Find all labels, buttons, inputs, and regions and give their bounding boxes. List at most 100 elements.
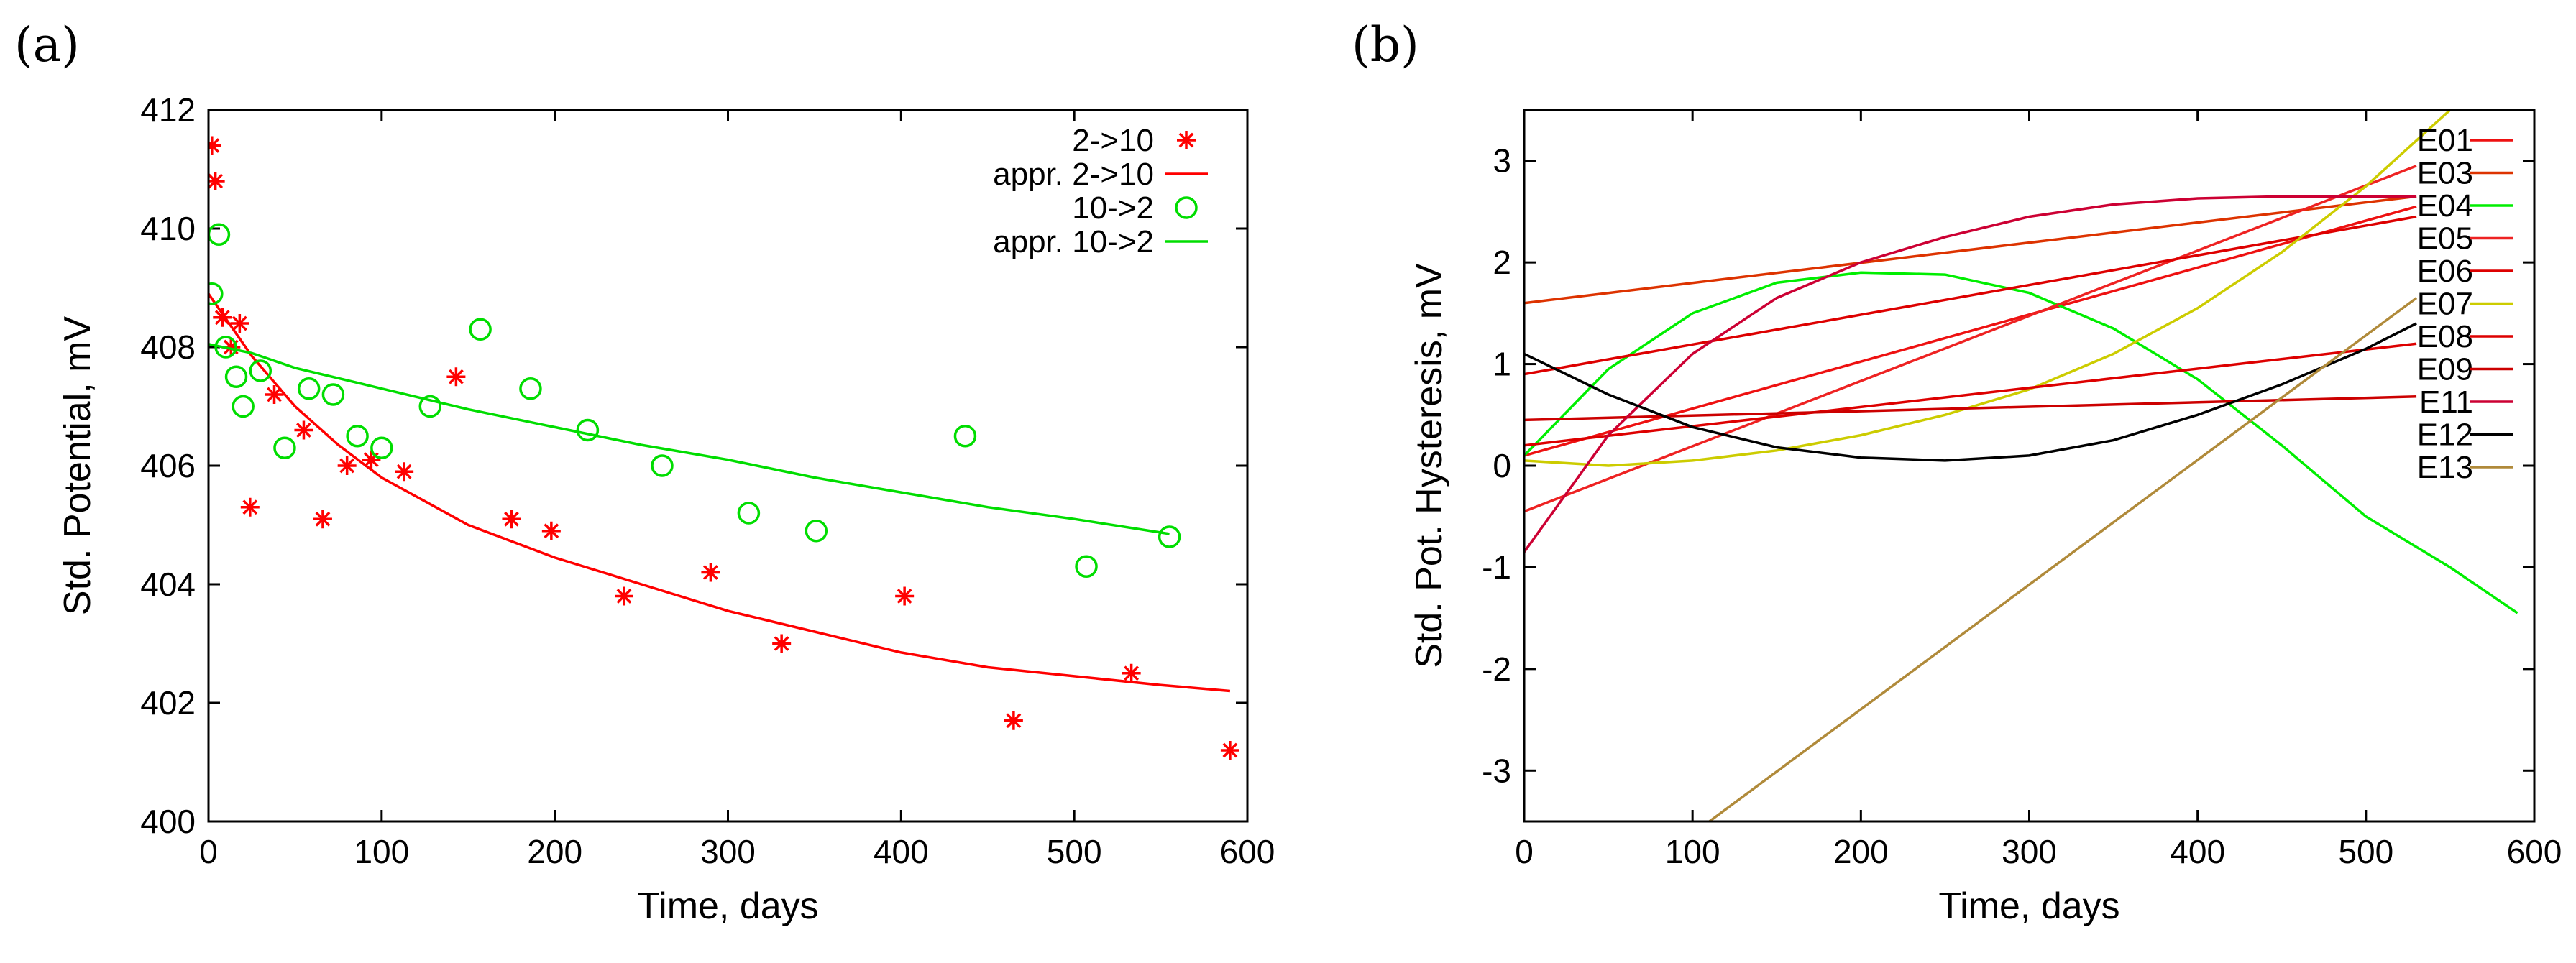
plot-frame [1523, 109, 2536, 823]
legend-label: E13 [2417, 450, 2473, 485]
legend-label: appr. 10->2 [993, 224, 1154, 259]
legend-label: 10->2 [1072, 190, 1154, 226]
legend-label: E07 [2417, 287, 2473, 322]
panel-label: (a) [14, 17, 80, 73]
y-tick-label: 0 [1493, 447, 1511, 484]
legend-label: E04 [2417, 188, 2473, 224]
x-tick-label: 400 [2170, 833, 2225, 870]
data-point-circle [1075, 555, 1098, 578]
star-stroke [1006, 713, 1022, 729]
y-axis-label: Std. Potential, mV [57, 316, 98, 616]
data-point-star [615, 586, 633, 606]
series-line-E11 [1524, 195, 2417, 553]
star-stroke [544, 523, 559, 539]
data-point-star [446, 367, 466, 387]
series-line-E05 [1524, 165, 2417, 513]
x-axis-label: Time, days [637, 885, 818, 927]
data-point-star [772, 634, 792, 653]
legend-label: E09 [2417, 352, 2473, 387]
series-line-E13 [1708, 297, 2418, 821]
data-point-circle [297, 377, 321, 400]
x-tick-label: 200 [1833, 833, 1889, 870]
y-tick-label: -2 [1482, 650, 1511, 688]
data-point-circle [232, 395, 255, 418]
star-stroke [267, 387, 282, 402]
star-stroke [339, 458, 355, 474]
y-tick-label: 402 [140, 684, 196, 722]
x-tick-label: 600 [1220, 833, 1275, 870]
data-point-star [1004, 711, 1023, 730]
y-tick-label: 410 [140, 210, 196, 247]
star-stroke [616, 589, 632, 604]
star-stroke [214, 310, 230, 326]
y-tick-label: 1 [1493, 346, 1511, 383]
legend-label: 2->10 [1072, 123, 1154, 158]
star-stroke [448, 369, 464, 384]
y-tick-label: 400 [140, 803, 196, 840]
star-stroke [396, 464, 412, 479]
star-stroke [315, 511, 331, 527]
y-tick-label: 404 [140, 566, 196, 603]
legend-label: E06 [2417, 254, 2473, 289]
y-tick-label: -1 [1482, 548, 1511, 586]
x-tick-label: 200 [527, 833, 582, 870]
x-tick-label: 100 [354, 833, 409, 870]
star-stroke [897, 589, 912, 604]
chart-panel-0: (a) 0 100 200 300 400 500 600 400 402 404 406 408 410… [14, 17, 1275, 927]
series-line-E03 [1524, 195, 2417, 305]
data-point-circle [224, 365, 248, 388]
x-tick-label: 400 [874, 833, 929, 870]
series-line-E04 [1524, 271, 2518, 614]
star-stroke [1178, 132, 1194, 148]
legend-label: E05 [2417, 221, 2473, 257]
series-line-appr-10-2 [208, 343, 1170, 535]
x-tick-label: 500 [2338, 833, 2393, 870]
data-point-circle [418, 395, 442, 418]
x-tick-label: 300 [700, 833, 756, 870]
data-point-star [701, 563, 720, 582]
data-point-star [240, 497, 260, 517]
series-line-E09 [1524, 395, 2417, 422]
legend-marker-circle [1175, 196, 1198, 219]
chart-panel-1: (b) 0 100 200 300 400 500 600 -3 -2 -1 0 1 2 3 Time, da… [1352, 17, 2562, 927]
data-point-star [395, 462, 414, 481]
star-stroke [774, 636, 789, 651]
plot-area [1524, 110, 2518, 821]
star-stroke [1222, 742, 1238, 758]
x-tick-label: 600 [2507, 833, 2562, 870]
data-point-star [1122, 663, 1141, 683]
star-stroke [1124, 665, 1140, 681]
series-line-E12 [1524, 322, 2417, 462]
x-tick-label: 0 [1515, 833, 1534, 870]
star-stroke [208, 138, 220, 151]
legend-label: E01 [2417, 123, 2473, 158]
data-point-star [895, 586, 915, 606]
data-point-circle [469, 318, 492, 341]
legend-marker-star [1177, 131, 1196, 149]
legend-label: E11 [2419, 384, 2473, 420]
data-point-circle [651, 454, 674, 477]
data-point-circle [519, 377, 542, 400]
data-point-circle [249, 359, 272, 382]
x-tick-label: 300 [2002, 833, 2057, 870]
data-point-star [1220, 741, 1239, 760]
data-point-circle [1158, 525, 1181, 548]
legend-label: E12 [2417, 418, 2473, 453]
data-point-circle [208, 223, 231, 246]
legend-label: E03 [2417, 156, 2473, 191]
x-tick-label: 0 [199, 833, 218, 870]
data-point-circle [953, 425, 977, 448]
star-stroke [296, 423, 311, 438]
series-line-E07 [1524, 110, 2452, 467]
x-tick-label: 500 [1047, 833, 1102, 870]
data-point-star [337, 456, 357, 475]
data-point-circle [576, 418, 600, 442]
data-point-circle [805, 520, 828, 543]
y-tick-label: 3 [1493, 142, 1511, 180]
data-point-star [294, 420, 313, 440]
y-axis-label: Std. Pot. Hysteresis, mV [1408, 263, 1450, 668]
plot-frame [207, 109, 1249, 823]
x-axis-label: Time, days [1938, 885, 2119, 927]
data-point-circle [208, 282, 224, 305]
